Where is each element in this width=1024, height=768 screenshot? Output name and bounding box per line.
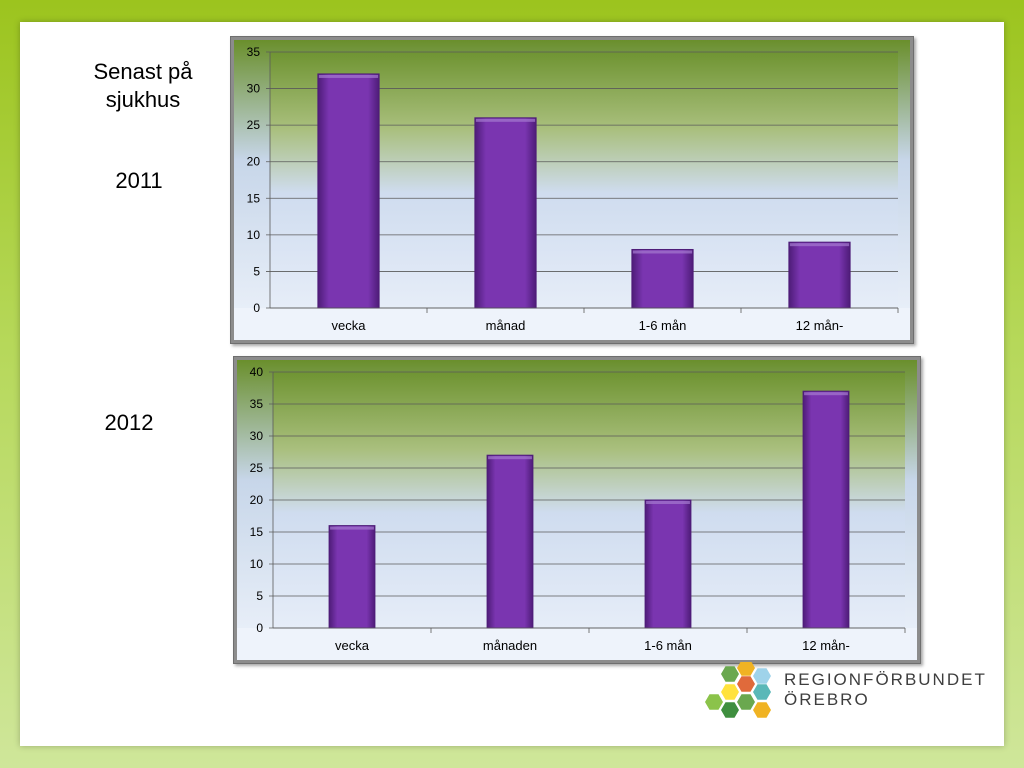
bar-12-m-n- — [788, 241, 851, 309]
y-tick-label: 10 — [250, 557, 264, 571]
logo-hexagon — [705, 694, 723, 710]
bar-m-naden — [486, 454, 534, 629]
logo-line-1: REGIONFÖRBUNDET — [784, 670, 987, 689]
bar-highlight — [488, 456, 532, 460]
logo-hexagon — [753, 702, 771, 718]
x-category-label: månad — [486, 318, 526, 333]
y-tick-label: 0 — [256, 621, 263, 635]
logo-hexagon — [753, 668, 771, 684]
bar-highlight — [318, 74, 379, 78]
y-tick-label: 40 — [250, 365, 264, 379]
y-tick-label: 15 — [250, 525, 264, 539]
x-category-label: månaden — [483, 638, 537, 653]
logo-hexagon — [737, 676, 755, 692]
y-tick-label: 0 — [253, 301, 260, 315]
y-tick-label: 15 — [247, 191, 261, 205]
bar-highlight — [632, 250, 693, 254]
bar-highlight — [804, 392, 848, 396]
logo-hexagon — [721, 666, 739, 682]
x-category-label: vecka — [332, 318, 367, 333]
bar-vecka — [317, 73, 380, 309]
bar-vecka — [328, 525, 376, 629]
bar-m-nad — [474, 117, 537, 309]
chart-2012: 0 5 10 15 20 25 30 35 40 vecka månaden 1-6 mån 12 må… — [233, 356, 921, 664]
y-tick-label: 5 — [253, 264, 260, 278]
y-tick-label: 30 — [247, 82, 261, 96]
x-category-label: 1-6 mån — [644, 638, 692, 653]
slide-heading: Senast på sjukhus — [93, 59, 193, 112]
y-tick-label: 35 — [250, 397, 264, 411]
y-tick-label: 20 — [247, 155, 261, 169]
logo-hexagon — [753, 684, 771, 700]
logo-hexagon — [721, 702, 739, 718]
logo-hexagon — [737, 694, 755, 710]
y-tick-label: 30 — [250, 429, 264, 443]
bar-highlight — [646, 501, 690, 504]
y-tick-label: 5 — [256, 589, 263, 603]
bar-1-6-m-n — [644, 499, 692, 629]
chart-2011-svg: 0 5 10 15 20 25 30 35 vecka månad 1-6 mån 12 mån- — [234, 40, 910, 340]
regionforbundet-logo-icon — [705, 662, 771, 718]
year-label-2012: 2012 — [104, 410, 154, 435]
y-tick-label: 20 — [250, 493, 264, 507]
logo-wordmark: REGIONFÖRBUNDET ÖREBRO — [784, 670, 987, 710]
bar-1-6-m-n — [631, 248, 694, 309]
bar-highlight — [789, 243, 850, 247]
x-category-label: 1-6 mån — [639, 318, 687, 333]
bar-highlight — [330, 526, 374, 530]
y-tick-label: 25 — [250, 461, 264, 475]
y-tick-label: 10 — [247, 228, 261, 242]
chart-2011: 0 5 10 15 20 25 30 35 vecka månad 1-6 mån 12 mån- — [230, 36, 914, 344]
x-category-label: vecka — [335, 638, 370, 653]
x-category-label: 12 mån- — [796, 318, 844, 333]
y-tick-label: 35 — [247, 45, 261, 59]
bar-highlight — [475, 118, 536, 122]
logo-line-2: ÖREBRO — [784, 690, 870, 709]
bar-12-m-n- — [802, 390, 850, 629]
logo-hexagon — [721, 684, 739, 700]
year-label-2011: 2011 — [115, 168, 163, 193]
logo-hexagon — [737, 662, 755, 676]
x-category-label: 12 mån- — [802, 638, 850, 653]
chart-2012-svg: 0 5 10 15 20 25 30 35 40 vecka månaden 1-6 mån 12 må… — [237, 360, 917, 660]
y-tick-label: 25 — [247, 118, 261, 132]
